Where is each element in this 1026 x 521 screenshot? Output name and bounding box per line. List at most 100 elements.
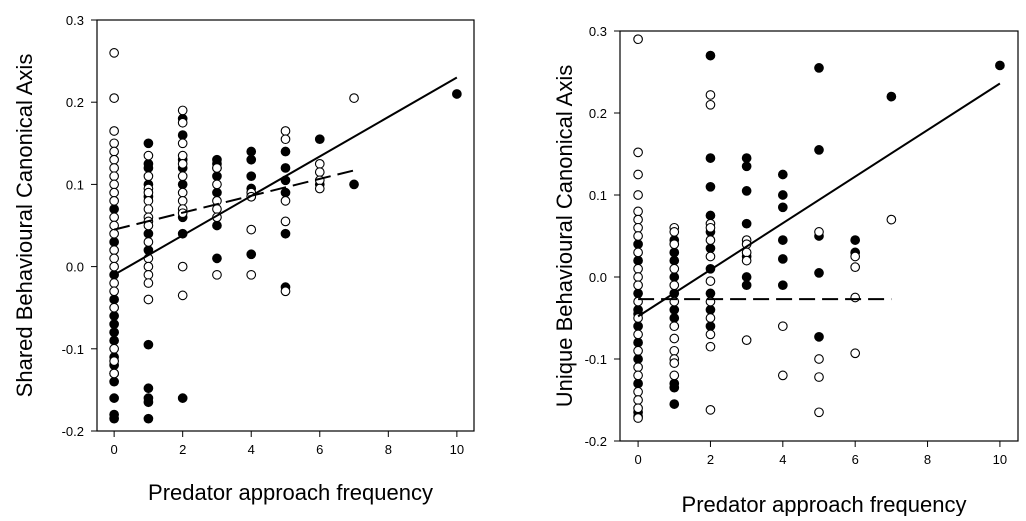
filled-data-point: [777, 169, 788, 180]
filled-data-point: [633, 255, 643, 266]
right-scatter-panel: 0 2 4 6 8 10 -0.2 -0.1 0.0 0.1 0.2 0.3 Predator appr…: [552, 24, 1019, 517]
open-data-point: [177, 171, 188, 182]
filled-data-point: [280, 146, 291, 157]
filled-data-point: [109, 413, 119, 424]
open-data-point: [314, 167, 325, 177]
open-data-point: [143, 150, 154, 161]
filled-data-point: [246, 146, 257, 157]
open-data-point: [314, 159, 325, 169]
filled-data-point: [633, 321, 643, 332]
filled-data-point: [741, 218, 752, 229]
open-data-point: [669, 358, 680, 368]
open-data-point: [212, 179, 222, 190]
open-data-point: [143, 171, 154, 182]
x-axis-title: Predator approach frequency: [682, 492, 967, 516]
open-data-point: [109, 286, 119, 297]
open-data-point: [633, 231, 643, 241]
open-data-point: [212, 204, 222, 214]
open-data-point: [143, 269, 154, 280]
filled-data-point: [741, 272, 752, 282]
open-data-point: [850, 251, 861, 262]
open-data-point: [669, 263, 680, 274]
open-data-point: [705, 313, 716, 323]
open-data-point: [109, 126, 119, 136]
filled-data-point: [143, 138, 154, 149]
x-axis-title: Predator approach frequency: [148, 480, 433, 505]
x-tick-label: 0: [111, 442, 118, 457]
filled-data-point: [814, 63, 824, 73]
filled-data-point: [177, 179, 188, 190]
filled-data-point: [246, 249, 257, 260]
open-data-point: [814, 407, 824, 418]
filled-data-point: [109, 269, 119, 280]
filled-data-point: [143, 383, 154, 394]
filled-data-point: [109, 376, 119, 387]
y-tick-label: 0.3: [589, 24, 607, 39]
open-data-point: [633, 362, 643, 373]
y-tick-label: -0.2: [585, 434, 607, 449]
open-data-point: [109, 93, 119, 103]
open-data-point: [777, 321, 788, 332]
open-data-point: [177, 159, 188, 169]
filled-data-point: [741, 153, 752, 163]
open-data-point: [633, 345, 643, 356]
filled-data-point: [177, 393, 188, 403]
filled-data-point: [741, 186, 752, 196]
y-tick-label: 0.3: [66, 13, 84, 28]
open-data-point: [705, 404, 716, 415]
filled-data-point: [109, 294, 119, 305]
open-data-point: [143, 261, 154, 272]
x-tick-label: 0: [634, 452, 641, 467]
open-data-point: [143, 278, 154, 288]
open-data-point: [633, 329, 643, 340]
filled-data-point: [246, 154, 257, 165]
open-data-point: [280, 216, 291, 227]
open-data-point: [633, 247, 643, 258]
plot-frame: [96, 19, 475, 432]
filled-data-point: [246, 171, 257, 182]
open-data-point: [212, 163, 222, 173]
open-data-point: [280, 286, 291, 297]
filled-data-point: [705, 288, 716, 299]
filled-data-point: [314, 134, 325, 145]
open-data-point: [109, 179, 119, 190]
filled-data-point: [280, 187, 291, 198]
open-data-point: [705, 99, 716, 110]
filled-data-point: [633, 337, 643, 348]
open-data-point: [669, 345, 680, 356]
left-scatter-panel: 0 2 4 6 8 10 -0.2 -0.1 0.0 0.1 0.2 0.3 Predator appr…: [12, 13, 475, 505]
open-data-point: [633, 386, 643, 397]
open-data-point: [633, 395, 643, 405]
x-tick-label: 4: [248, 442, 255, 457]
open-data-point: [633, 403, 643, 414]
open-data-point: [143, 294, 154, 305]
solid-regression-line: [113, 76, 458, 276]
open-data-point: [177, 150, 188, 161]
y-axis-title: Unique Behavioural Canonical Axis: [552, 65, 577, 407]
open-data-point: [633, 206, 643, 217]
filled-data-point: [777, 190, 788, 200]
open-data-point: [705, 222, 716, 233]
open-data-point: [669, 370, 680, 381]
open-data-point: [633, 214, 643, 225]
open-data-point: [777, 370, 788, 381]
open-data-point: [705, 90, 716, 100]
filled-data-point: [280, 163, 291, 173]
y-tick-label: 0.0: [589, 270, 607, 285]
filled-data-point: [143, 228, 154, 239]
open-data-point: [109, 278, 119, 288]
filled-data-point: [705, 304, 716, 315]
filled-data-point: [777, 202, 788, 213]
open-data-point: [109, 154, 119, 165]
open-data-point: [109, 146, 119, 157]
filled-data-point: [212, 253, 222, 264]
filled-data-point: [814, 332, 824, 342]
filled-data-point: [452, 89, 462, 99]
open-data-point: [280, 195, 291, 206]
filled-data-point: [109, 311, 119, 321]
filled-data-point: [705, 321, 716, 332]
filled-data-point: [143, 413, 154, 424]
filled-data-point: [886, 91, 897, 102]
x-tick-label: 6: [316, 442, 323, 457]
